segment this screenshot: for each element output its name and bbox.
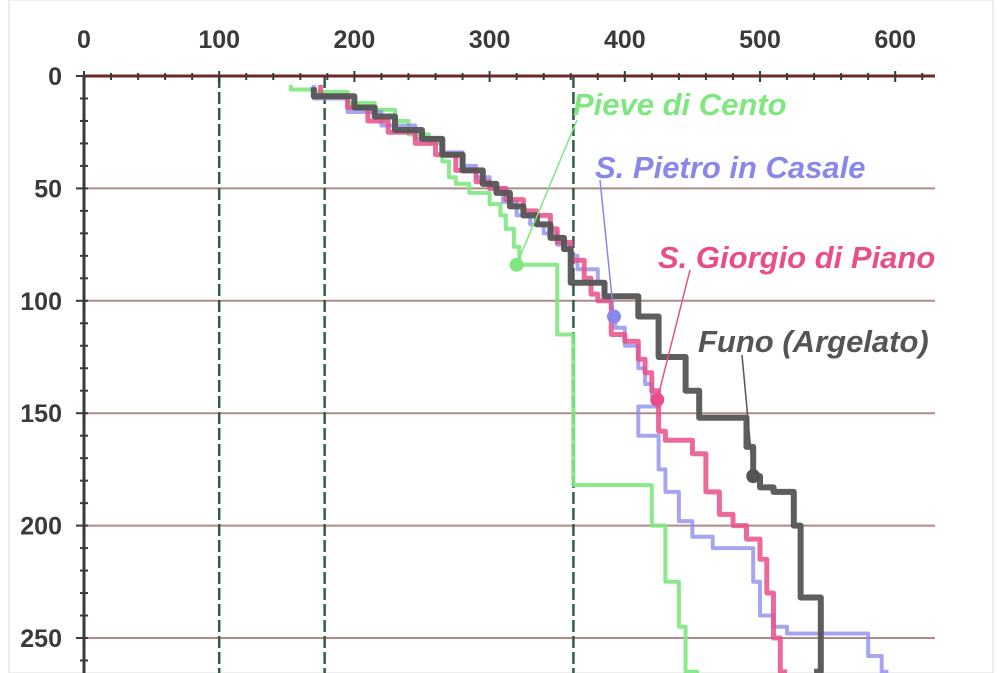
x-tick-label-600: 600	[874, 26, 916, 54]
x-tick-label-100: 100	[198, 26, 240, 54]
label-s-giorgio-di-piano: S. Giorgio di Piano	[658, 240, 935, 275]
x-tick-label-200: 200	[334, 26, 376, 54]
gridlines	[84, 187, 935, 639]
series-line-funo-argelato	[310, 87, 824, 673]
series-line-pieve-di-cento	[288, 85, 700, 673]
callout-line-3	[741, 354, 754, 477]
callout-line-1	[599, 179, 615, 317]
callout-line-2	[656, 269, 691, 400]
callout-dot-2	[650, 392, 665, 407]
label-pieve-di-cento: Pieve di Cento	[573, 87, 787, 122]
x-tick-label-400: 400	[604, 26, 646, 54]
y-tick-label-100: 100	[20, 288, 62, 316]
callout-dot-3	[746, 469, 761, 484]
y-tick-labels: 0 50 100 150 200 250	[20, 63, 62, 653]
y-tick-label-50: 50	[34, 175, 62, 203]
x-tick-label-300: 300	[469, 26, 511, 54]
y-tick-label-200: 200	[20, 513, 62, 541]
y-tick-label-0: 0	[48, 63, 62, 91]
label-funo-argelato: Funo (Argelato)	[698, 324, 929, 359]
y-tick-label-250: 250	[20, 625, 62, 653]
series-callouts	[509, 119, 761, 484]
x-tick-label-0: 0	[77, 26, 91, 54]
x-tick-labels: 0 100 200 300 400 500 600	[77, 26, 916, 54]
label-s-pietro-in-casale: S. Pietro in Casale	[595, 150, 866, 185]
series-lines	[288, 85, 889, 673]
y-tick-label-150: 150	[20, 400, 62, 428]
x-tick-label-500: 500	[739, 26, 781, 54]
callout-line-0	[515, 119, 578, 266]
callout-dot-0	[509, 257, 524, 272]
chart-frame	[8, 0, 994, 673]
axes	[76, 71, 935, 673]
callout-dot-1	[606, 309, 621, 324]
